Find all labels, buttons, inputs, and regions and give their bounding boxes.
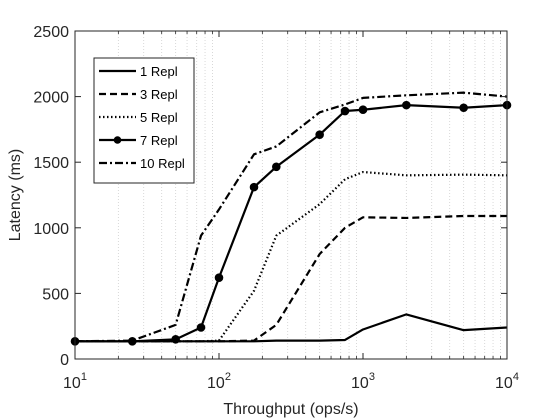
data-point-7-repl <box>402 100 411 110</box>
x-tick-exponent: 3 <box>369 371 375 383</box>
data-point-7-repl <box>272 162 281 172</box>
axis-ticks <box>74 30 508 360</box>
y-tick-label: 1000 <box>33 221 69 238</box>
y-axis-title: Latency (ms) <box>7 149 24 241</box>
x-tick-label: 103 <box>351 371 375 392</box>
legend-label-5-repl: 5 Repl <box>140 110 178 125</box>
x-tick-exponent: 4 <box>513 371 519 383</box>
y-tick-label: 1500 <box>33 155 69 172</box>
series-line-10-repl <box>74 91 508 343</box>
data-point-7-repl <box>358 105 368 115</box>
data-point-7-repl <box>315 130 324 139</box>
legend-label-1-repl: 1 Repl <box>140 64 178 79</box>
y-tick-label: 2000 <box>33 90 69 107</box>
legend-label-3-repl: 3 Repl <box>140 87 178 102</box>
x-tick-exponent: 1 <box>81 371 87 383</box>
data-point-7-repl <box>249 182 259 192</box>
plot-frame <box>74 30 508 360</box>
tick-labels: 101 102 103 104 0 500 1000 1500 2000 2500 <box>33 24 519 392</box>
x-tick-label: 101 <box>63 371 87 392</box>
y-tick-label: 0 <box>60 352 69 369</box>
data-point-7-repl <box>196 323 206 332</box>
data-point-7-repl <box>214 273 224 282</box>
x-tick-label: 102 <box>207 371 231 392</box>
legend-label-10-repl: 10 Repl <box>140 156 185 171</box>
data-point-7-repl <box>340 106 350 116</box>
x-tick-exponent: 2 <box>225 371 231 383</box>
data-point-7-repl <box>171 335 180 344</box>
x-tick-label: 104 <box>495 371 519 392</box>
y-tick-label: 2500 <box>33 24 69 41</box>
legend-marker-7-repl <box>113 136 122 144</box>
legend-label-7-repl: 7 Repl <box>140 133 178 148</box>
y-tick-label: 500 <box>42 286 69 303</box>
legend: 1 Repl 3 Repl 5 Repl 7 Repl 10 Repl <box>93 57 195 184</box>
data-point-7-repl <box>459 103 468 113</box>
x-axis-title: Throughput (ops/s) <box>223 401 358 418</box>
